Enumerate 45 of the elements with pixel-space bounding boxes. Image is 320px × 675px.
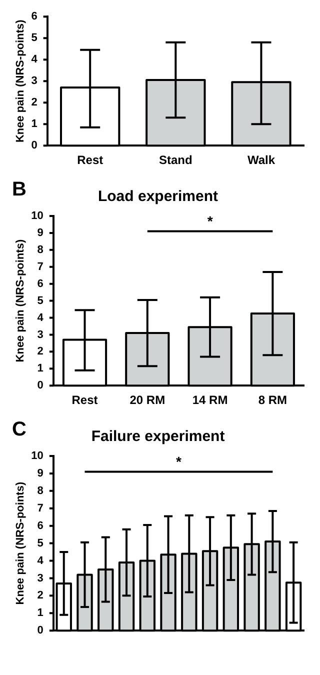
y-tick-label: 5: [37, 537, 44, 550]
text: C: [12, 418, 26, 441]
x-tick-label: 8 RM: [258, 393, 288, 408]
y-tick-label: 7: [37, 502, 44, 514]
y-axis-title: Knee pain (NRS-points): [14, 239, 27, 362]
text: B: [12, 178, 26, 201]
y-tick-label: 10: [31, 210, 44, 222]
y-tick-label: 6: [31, 10, 38, 23]
y-tick-label: 7: [37, 260, 44, 273]
x-tick-label: Rest: [77, 153, 104, 168]
y-tick-label: 3: [31, 75, 38, 88]
y-tick-label: 4: [31, 54, 38, 66]
y-tick-label: 0: [31, 140, 38, 152]
chart-title: Load experiment: [98, 188, 218, 206]
y-tick-label: 6: [37, 520, 44, 532]
y-tick-label: 2: [37, 346, 44, 358]
y-tick-label: 2: [37, 590, 44, 602]
y-tick-label: 4: [37, 312, 44, 324]
chart-title: Failure experiment: [91, 428, 225, 446]
y-axis-title: Knee pain (NRS-points): [14, 19, 27, 143]
y-tick-label: 5: [31, 32, 38, 44]
y-tick-label: 9: [37, 467, 44, 480]
y-tick-label: 1: [31, 118, 38, 130]
y-tick-label: 1: [37, 362, 44, 375]
y-tick-label: 10: [31, 450, 44, 462]
y-axis-title: Knee pain (NRS-points): [14, 482, 27, 605]
y-tick-label: 2: [31, 96, 38, 109]
y-tick-label: 8: [37, 484, 44, 497]
y-tick-label: 6: [37, 278, 44, 290]
y-tick-label: 3: [37, 572, 44, 584]
x-tick-label: Stand: [158, 153, 192, 168]
y-tick-label: 0: [37, 624, 44, 637]
y-tick-label: 0: [37, 380, 44, 392]
y-tick-label: 8: [37, 244, 44, 256]
x-tick-label: 14 RM: [192, 393, 228, 408]
annotation: *: [176, 454, 182, 470]
annotation: *: [207, 213, 214, 230]
y-tick-label: 4: [37, 554, 44, 567]
y-tick-label: 5: [37, 294, 44, 307]
y-tick-label: 3: [37, 328, 44, 341]
x-tick-label: 20 RM: [130, 393, 166, 408]
y-tick-label: 9: [37, 226, 44, 239]
y-tick-label: 1: [37, 607, 44, 620]
x-tick-label: Walk: [247, 153, 276, 168]
x-tick-label: Rest: [72, 393, 98, 408]
